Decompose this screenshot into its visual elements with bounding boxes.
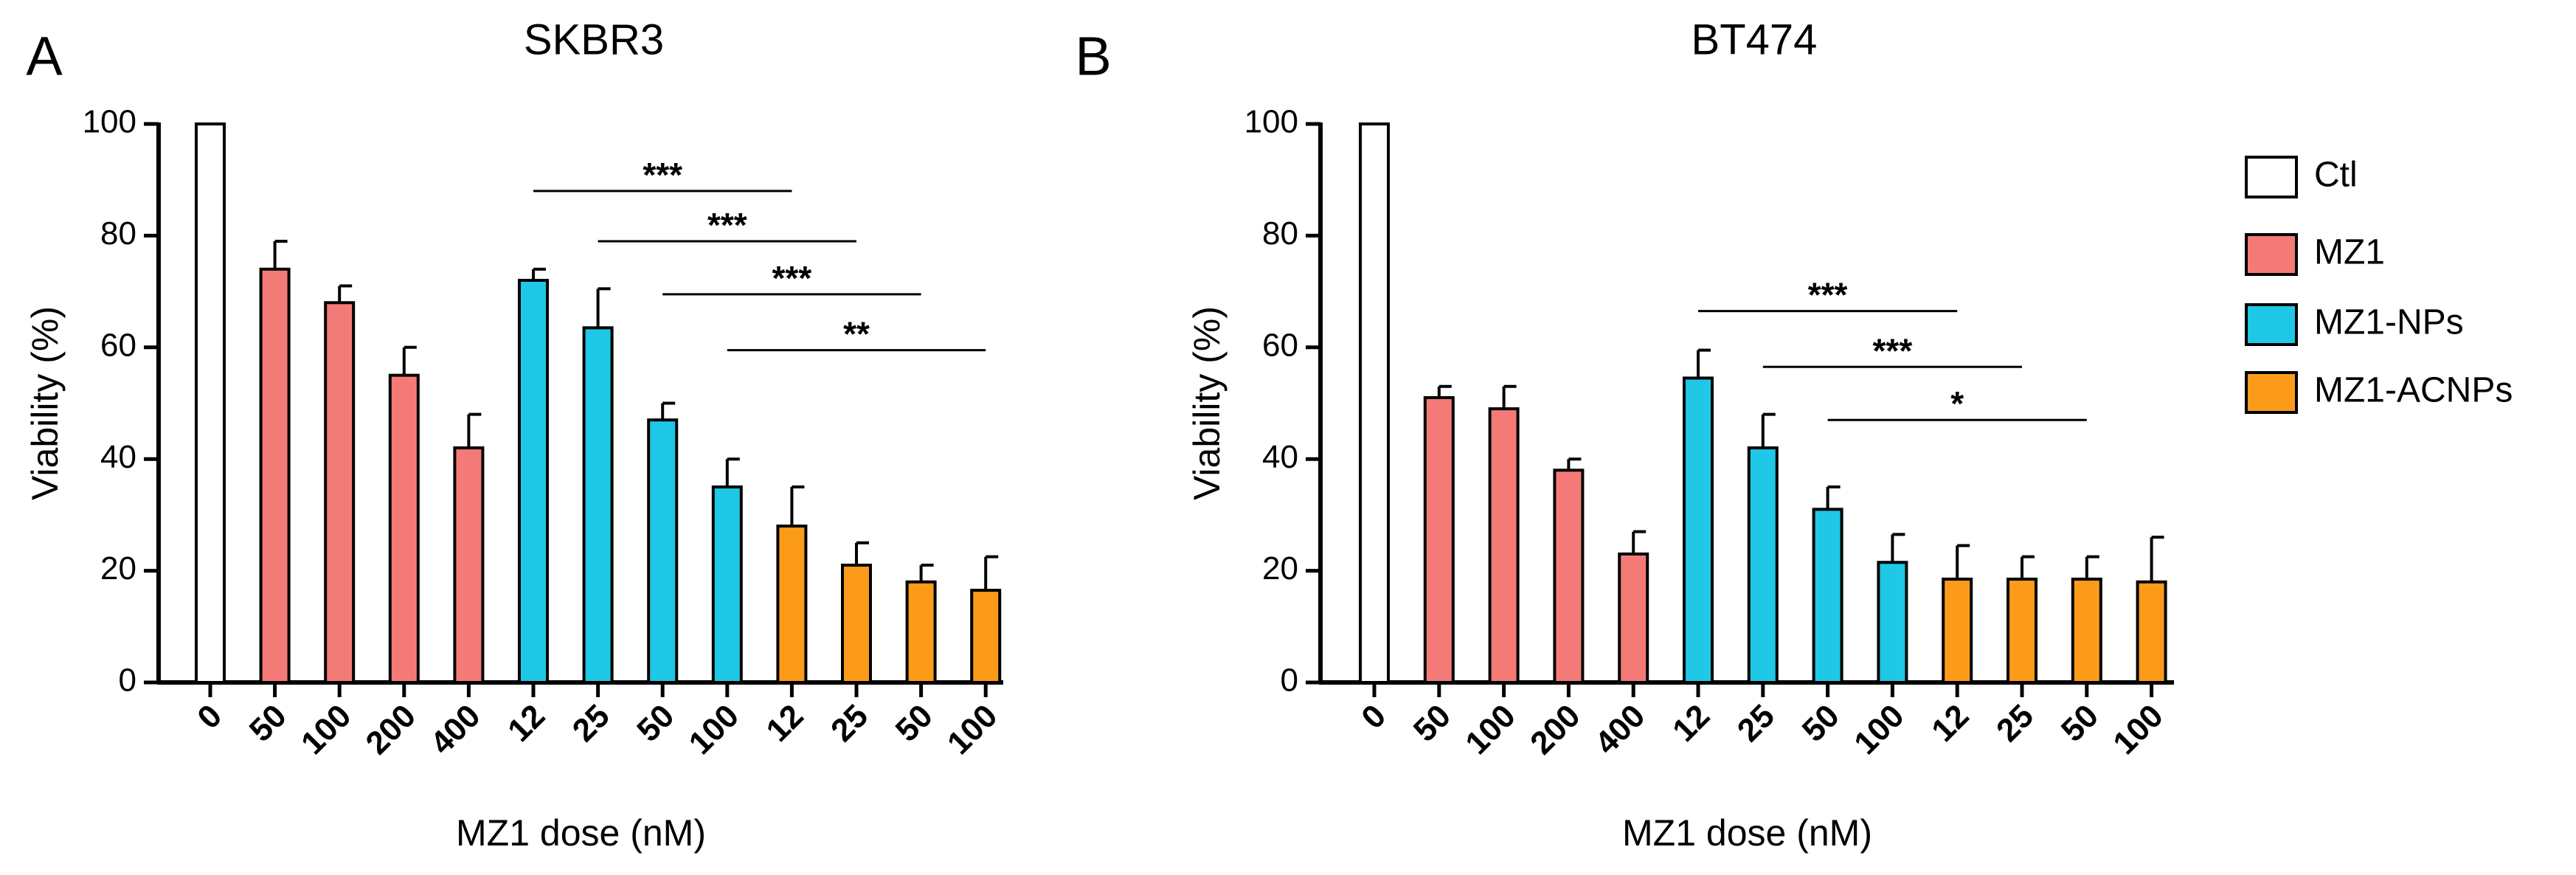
y-axis-label: Viability (%) <box>24 306 66 500</box>
x-tick-label: 100 <box>1458 698 1523 762</box>
x-tick-label: 200 <box>1523 698 1588 762</box>
x-tick-label: 12 <box>759 698 810 749</box>
significance-label: ** <box>843 315 870 353</box>
bar-mz1-50 <box>259 267 291 684</box>
panel-label: B <box>1075 26 1111 87</box>
x-tick-label: 50 <box>630 698 681 749</box>
x-tick-label: 50 <box>2054 698 2105 749</box>
x-tick-label: 50 <box>1407 698 1458 749</box>
legend-label-acnps: MZ1-ACNPs <box>2314 371 2513 410</box>
y-tick-label: 100 <box>1244 104 1298 140</box>
bar-acnps-100 <box>2136 580 2167 684</box>
significance-label: *** <box>707 206 747 244</box>
y-tick-label: 40 <box>100 439 136 475</box>
x-tick-label: 25 <box>566 698 617 749</box>
y-tick-label: 80 <box>1262 215 1298 252</box>
chart-panel-a: A SKBR3 0 20 40 60 80 100 Viability (%) MZ1 dose … <box>24 15 1004 854</box>
bar-acnps-100 <box>970 589 1002 684</box>
bar-mz1-200 <box>1553 468 1585 685</box>
x-tick-label: 100 <box>1847 698 1911 762</box>
x-tick-label: 100 <box>294 698 359 762</box>
bar-nps-50 <box>1812 508 1843 685</box>
significance-label: *** <box>772 259 812 297</box>
bar-nps-100 <box>1877 561 1908 684</box>
bar-mz1-400 <box>453 446 485 684</box>
bar-nps-12 <box>518 278 549 684</box>
chart-title: BT474 <box>1692 15 1818 63</box>
x-tick-label: 50 <box>243 698 294 749</box>
y-tick-label: 20 <box>1262 550 1298 587</box>
x-tick-label: 25 <box>824 698 875 749</box>
x-axis-label: MZ1 dose (nM) <box>456 812 706 854</box>
y-tick-label: 0 <box>1281 663 1298 699</box>
bar-ctl-0 <box>1359 122 1390 684</box>
x-tick-label: 12 <box>1925 698 1976 749</box>
bar-mz1-400 <box>1618 552 1649 685</box>
significance-label: *** <box>1808 276 1848 314</box>
x-tick-label: 50 <box>1796 698 1846 749</box>
x-tick-label: 0 <box>190 698 229 736</box>
x-axis-label: MZ1 dose (nM) <box>1622 812 1872 854</box>
x-tick-label: 50 <box>889 698 940 749</box>
chart-panel-b: B BT474 0 20 40 60 80 100 Viability (%) MZ1 dose … <box>1075 15 2174 854</box>
bar-nps-12 <box>1683 376 1714 684</box>
significance-label: *** <box>643 156 682 194</box>
bar-acnps-25 <box>2007 577 2037 685</box>
bar-acnps-50 <box>2071 577 2102 685</box>
y-tick-label: 100 <box>83 104 136 140</box>
legend-label-nps: MZ1-NPs <box>2314 303 2464 342</box>
y-tick-label: 60 <box>1262 327 1298 363</box>
x-tick-label: 0 <box>1354 698 1393 736</box>
legend-swatch-ctl <box>2245 156 2298 198</box>
y-axis-label: Viability (%) <box>1186 306 1228 500</box>
chart-title: SKBR3 <box>524 15 664 63</box>
bar-acnps-12 <box>1942 577 1973 685</box>
x-tick-label: 100 <box>682 698 747 762</box>
bar-nps-25 <box>1747 446 1779 684</box>
y-tick-label: 0 <box>119 663 136 699</box>
bar-nps-25 <box>582 326 614 684</box>
x-tick-label: 100 <box>2106 698 2170 762</box>
y-tick-label: 60 <box>100 327 136 363</box>
bar-acnps-25 <box>841 564 872 685</box>
bar-nps-50 <box>647 418 679 685</box>
bar-acnps-12 <box>776 525 808 684</box>
significance-label: * <box>1950 384 1964 423</box>
bar-ctl-0 <box>195 122 226 684</box>
legend-swatch-mz1 <box>2245 233 2298 276</box>
bar-mz1-50 <box>1423 395 1455 684</box>
legend-label-ctl: Ctl <box>2314 156 2358 195</box>
legend-label-mz1: MZ1 <box>2314 233 2385 272</box>
x-tick-label: 12 <box>1666 698 1717 749</box>
legend-swatch-nps <box>2245 303 2298 346</box>
legend: Ctl MZ1 MZ1-NPs MZ1-ACNPs <box>2245 156 2513 414</box>
bar-nps-100 <box>711 485 743 684</box>
bar-mz1-100 <box>1488 407 1520 684</box>
bar-mz1-100 <box>324 301 356 684</box>
significance-label: *** <box>1873 331 1913 370</box>
bar-acnps-50 <box>905 580 937 684</box>
y-tick-label: 20 <box>100 550 136 587</box>
legend-swatch-acnps <box>2245 371 2298 414</box>
panel-label: A <box>26 26 63 87</box>
x-tick-label: 12 <box>501 698 552 749</box>
x-tick-label: 25 <box>1990 698 2040 749</box>
y-tick-label: 80 <box>100 215 136 252</box>
bar-mz1-200 <box>388 373 420 684</box>
y-tick-label: 40 <box>1262 439 1298 475</box>
x-tick-label: 200 <box>359 698 423 762</box>
x-tick-label: 25 <box>1731 698 1782 749</box>
x-tick-label: 400 <box>1588 698 1652 762</box>
x-tick-label: 100 <box>941 698 1005 762</box>
x-tick-label: 400 <box>423 698 488 762</box>
